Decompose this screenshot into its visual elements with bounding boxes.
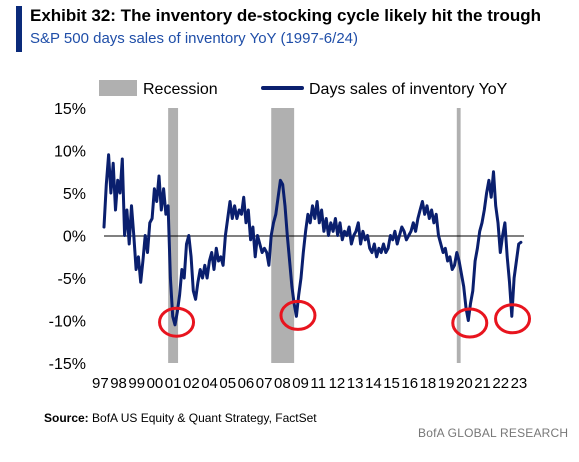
y-tick-label: -10% [49,314,86,331]
y-axis-ticks: 15% 10% 5% 0% -5% -10% -15% [49,101,86,373]
legend-label-days-sales: Days sales of inventory YoY [309,81,508,98]
x-tick-label: 00 [147,375,164,392]
x-tick-label: 09 [292,375,309,392]
x-tick-label: 01 [165,375,182,392]
trough-circle-3 [451,307,489,339]
x-tick-label: 18 [420,375,437,392]
x-tick-label: 20 [456,375,473,392]
source-label: Source: [44,411,89,425]
x-tick-label: 12 [329,375,346,392]
inventory-chart: Recession Days sales of inventory YoY 15… [49,80,532,392]
x-tick-label: 16 [401,375,418,392]
x-tick-label: 21 [474,375,491,392]
chart-title: Exhibit 32: The inventory de-stocking cy… [30,6,542,25]
series-line-days-sales [102,153,523,327]
x-tick-label: 22 [492,375,509,392]
y-tick-label: 5% [63,186,86,203]
legend: Recession Days sales of inventory YoY [99,80,508,98]
y-tick-label: 15% [54,101,86,118]
x-tick-label: 14 [365,375,382,392]
x-tick-label: 08 [274,375,291,392]
x-tick-label: 02 [183,375,200,392]
y-tick-label: -5% [58,271,86,288]
trough-circle-1 [158,306,196,338]
x-tick-label: 13 [347,375,364,392]
legend-swatch-recession [99,80,137,96]
x-tick-label: 04 [201,375,218,392]
x-tick-label: 05 [219,375,236,392]
y-tick-label: -15% [49,356,86,373]
source-text: BofA US Equity & Quant Strategy, FactSet [92,411,317,425]
x-tick-label: 06 [238,375,255,392]
chart-subtitle: S&P 500 days sales of inventory YoY (199… [30,30,359,47]
legend-label-recession: Recession [143,81,218,98]
trough-circle-4 [494,303,532,335]
x-tick-label: 98 [110,375,127,392]
x-axis-ticks: 97 98 99 00 01 02 04 05 06 07 08 09 11 12 13 14 15 16 18 19… [92,375,527,392]
x-tick-label: 11 [310,375,326,392]
source-note: Source: BofA US Equity & Quant Strategy,… [44,411,317,425]
y-tick-label: 0% [63,229,86,246]
x-tick-label: 15 [383,375,400,392]
title-accent-bar [16,6,22,52]
x-tick-label: 07 [256,375,273,392]
x-tick-label: 19 [438,375,455,392]
x-tick-label: 23 [511,375,528,392]
trough-circle-2 [279,299,317,331]
x-tick-label: 97 [92,375,109,392]
brand-footer: BofA GLOBAL RESEARCH [418,426,569,440]
x-tick-label: 99 [128,375,145,392]
trough-annotations [158,299,532,339]
y-tick-label: 10% [54,144,86,161]
